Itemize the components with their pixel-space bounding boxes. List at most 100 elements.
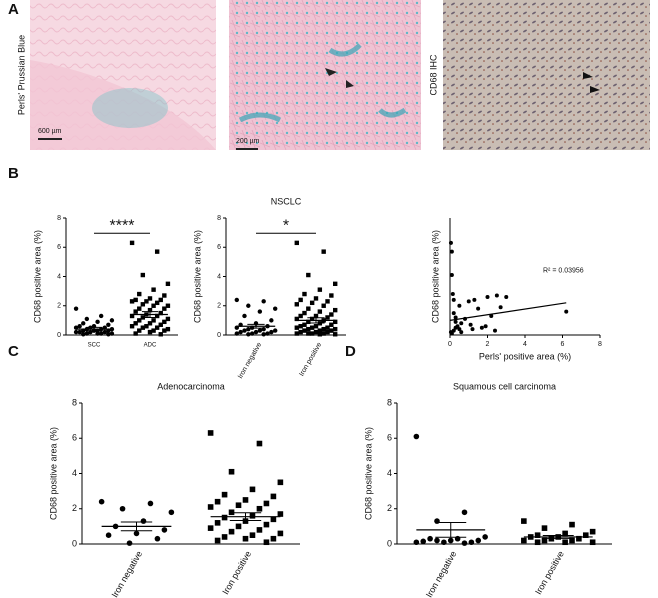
- y-tick-label: 8: [57, 215, 61, 222]
- data-point: [270, 493, 277, 500]
- x-tick-label: 4: [523, 341, 527, 348]
- y-tick-label: 6: [57, 244, 61, 251]
- chart-title: Squamous cell carcinoma: [453, 381, 556, 391]
- data-point: [238, 329, 243, 335]
- data-point: [329, 293, 334, 298]
- data-point: [294, 331, 299, 336]
- data-point: [242, 497, 249, 503]
- data-point: [137, 318, 142, 323]
- data-point: [73, 306, 79, 311]
- data-point: [447, 537, 454, 544]
- data-point: [84, 316, 90, 322]
- data-point: [309, 316, 315, 322]
- data-point: [306, 306, 311, 311]
- data-point: [154, 300, 160, 306]
- data-point: [249, 513, 256, 519]
- data-point: [534, 539, 541, 546]
- data-point: [154, 535, 161, 542]
- data-point: [106, 322, 111, 327]
- data-point: [242, 328, 247, 333]
- y-tick-label: 8: [217, 215, 221, 222]
- data-point: [321, 249, 326, 254]
- data-point: [521, 537, 527, 544]
- data-point: [294, 240, 299, 246]
- data-point: [129, 324, 135, 329]
- annotation: R² = 0.03956: [543, 267, 584, 274]
- data-point: [161, 527, 168, 533]
- micrograph: [229, 0, 421, 150]
- x-tick-label: 8: [598, 341, 602, 348]
- data-point: [569, 537, 575, 544]
- data-point: [265, 331, 270, 336]
- data-point: [485, 294, 490, 299]
- data-point: [221, 514, 228, 521]
- data-point: [137, 291, 142, 297]
- data-point: [154, 313, 160, 319]
- y-axis-label: CD68 positive area (%): [430, 230, 440, 323]
- data-point: [449, 249, 454, 254]
- data-point: [73, 329, 79, 335]
- data-point: [126, 540, 133, 546]
- data-point: [450, 292, 455, 297]
- data-point: [459, 321, 464, 326]
- y-tick-label: 2: [72, 503, 77, 513]
- data-point: [493, 328, 497, 333]
- data-point: [207, 525, 214, 531]
- data-point: [249, 532, 256, 538]
- data-point: [168, 509, 175, 516]
- data-point: [235, 502, 242, 509]
- data-point: [98, 313, 104, 319]
- data-point: [98, 331, 104, 336]
- data-point: [302, 310, 307, 316]
- data-point: [298, 329, 303, 335]
- data-point: [102, 329, 107, 335]
- data-point: [270, 535, 277, 542]
- data-point: [256, 505, 263, 512]
- significance-label: *: [283, 217, 289, 234]
- data-point: [302, 328, 307, 333]
- data-point: [165, 303, 171, 308]
- y-tick-label: 4: [72, 468, 77, 478]
- data-point: [277, 530, 284, 537]
- data-point: [434, 518, 440, 524]
- data-point: [277, 479, 284, 486]
- y-tick-label: 0: [387, 538, 392, 548]
- data-point: [154, 249, 160, 254]
- data-point: [413, 539, 420, 546]
- data-point: [306, 331, 311, 336]
- data-point: [207, 430, 214, 436]
- y-axis-label: CD68 positive area (%): [32, 230, 42, 323]
- data-point: [483, 324, 488, 329]
- data-point: [242, 518, 249, 524]
- data-point: [246, 303, 251, 308]
- fit-line: [449, 302, 567, 321]
- data-point: [576, 535, 582, 542]
- data-point: [147, 500, 154, 507]
- x-tick-label: Iron negative: [237, 341, 263, 380]
- data-point: [562, 530, 568, 537]
- data-point: [453, 319, 458, 324]
- data-point: [427, 535, 433, 542]
- data-point: [165, 281, 171, 287]
- data-point: [298, 313, 303, 319]
- data-point: [313, 296, 319, 301]
- data-point: [451, 311, 456, 316]
- data-point: [448, 240, 453, 245]
- data-point: [317, 287, 323, 292]
- data-point: [294, 325, 299, 330]
- data-point: [461, 540, 468, 546]
- data-point: [313, 324, 319, 329]
- data-point: [151, 318, 156, 323]
- data-point: [294, 302, 299, 307]
- micrograph: [30, 0, 216, 150]
- data-point: [333, 326, 338, 332]
- data-point: [454, 535, 461, 542]
- data-point: [246, 332, 251, 337]
- data-point: [306, 326, 311, 332]
- x-tick-label: SCC: [88, 343, 101, 349]
- data-point: [133, 297, 138, 303]
- data-point: [325, 329, 330, 335]
- data-point: [162, 319, 167, 325]
- data-point: [468, 539, 475, 546]
- data-point: [129, 313, 135, 319]
